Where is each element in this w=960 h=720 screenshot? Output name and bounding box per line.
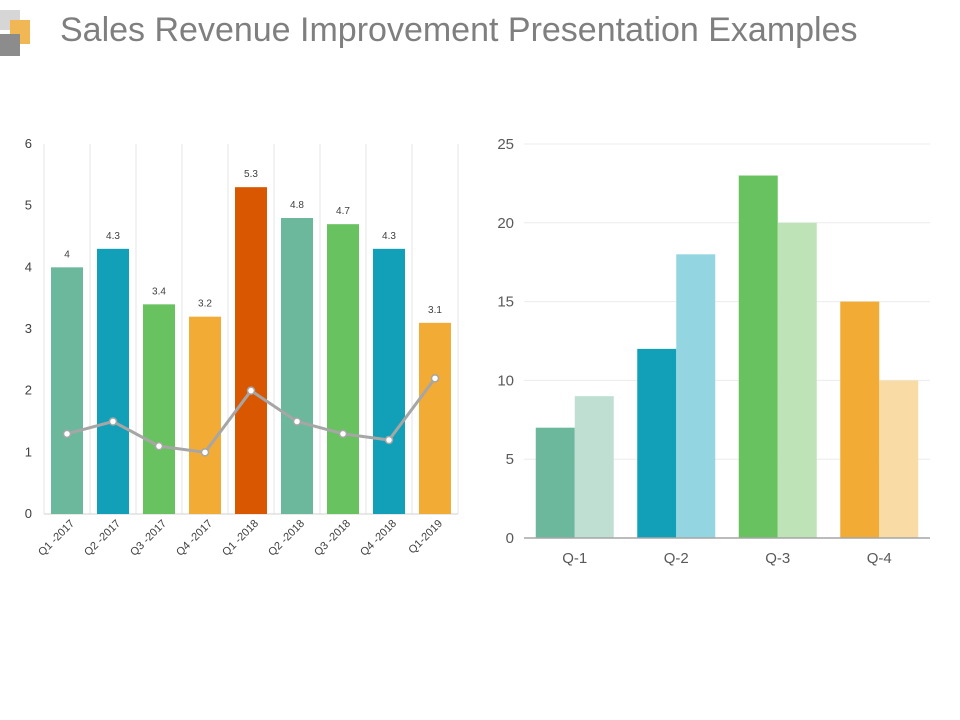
- category-label: Q-3: [765, 550, 790, 567]
- category-label: Q-1: [562, 550, 587, 567]
- category-label: Q2 -2018: [266, 518, 307, 559]
- bar: [51, 267, 83, 514]
- y-tick-label: 5: [25, 198, 32, 213]
- bar: [738, 175, 778, 538]
- line-point: [62, 429, 72, 439]
- category-label: Q-2: [664, 550, 689, 567]
- category-label: Q2 -2017: [82, 518, 123, 559]
- y-tick-label: 3: [25, 321, 32, 336]
- quarter-comparison-bar-chart: 0 5 10 15 20 25 Q-1 Q-2 Q-3 Q-4: [497, 136, 930, 567]
- bar: [574, 396, 614, 538]
- line-point: [200, 448, 210, 457]
- category-label: Q4 -2017: [174, 518, 215, 559]
- data-label: 4.3: [382, 231, 396, 242]
- bar: [676, 254, 716, 538]
- bar: [97, 248, 129, 515]
- category-label: Q1 -2017: [36, 518, 77, 559]
- bar: [777, 222, 817, 539]
- y-tick-label: 2: [25, 383, 32, 398]
- line-point: [430, 374, 440, 383]
- y-tick-label: 6: [25, 136, 32, 151]
- y-tick-label: 15: [497, 294, 514, 311]
- y-tick-label: 20: [497, 215, 514, 232]
- data-label: 3.4: [152, 286, 166, 297]
- y-tick-label: 5: [506, 451, 514, 468]
- bar: [281, 218, 313, 514]
- logo: [0, 10, 34, 58]
- data-label: 5.3: [244, 169, 258, 180]
- data-label: 4.7: [336, 206, 350, 217]
- logo-square-grey: [0, 34, 20, 56]
- data-label: 3.1: [428, 305, 442, 316]
- line-point: [338, 429, 348, 439]
- bar: [373, 248, 405, 515]
- data-label: 4.3: [106, 231, 120, 242]
- bar: [637, 348, 677, 538]
- bar: [235, 187, 267, 514]
- bar: [189, 316, 221, 514]
- y-tick-label: 1: [25, 444, 32, 459]
- bar: [327, 224, 359, 514]
- quarterly-bar-line-chart: 0 1 2 3 4 5 6 4 4.3 3.4 3.2 5.3 4.8 4.7 4.3 3.1 Q1 -2017…: [25, 136, 459, 559]
- y-tick-label: 25: [497, 136, 514, 153]
- data-label: 4: [64, 249, 70, 260]
- category-label: Q3 -2017: [128, 518, 169, 559]
- category-label: Q-4: [867, 550, 892, 567]
- data-label: 3.2: [198, 299, 212, 310]
- line-point: [246, 386, 256, 395]
- line-point: [154, 441, 164, 451]
- bar: [535, 427, 575, 538]
- category-label: Q3 -2018: [312, 518, 353, 559]
- y-tick-label: 4: [25, 259, 32, 274]
- bar: [419, 322, 451, 514]
- bar: [879, 380, 919, 538]
- page-title: Sales Revenue Improvement Presentation E…: [60, 11, 858, 49]
- category-label: Q1 -2018: [220, 518, 261, 559]
- category-label: Q4 -2018: [358, 518, 399, 559]
- category-label: Q1-2019: [406, 518, 445, 557]
- line-point: [292, 417, 302, 426]
- bar: [840, 301, 880, 538]
- line-point: [108, 417, 118, 426]
- data-label: 4.8: [290, 200, 304, 211]
- y-tick-label: 0: [25, 506, 32, 521]
- y-tick-label: 0: [506, 530, 514, 547]
- y-tick-label: 10: [497, 372, 514, 389]
- bar: [143, 304, 175, 514]
- line-point: [384, 435, 394, 445]
